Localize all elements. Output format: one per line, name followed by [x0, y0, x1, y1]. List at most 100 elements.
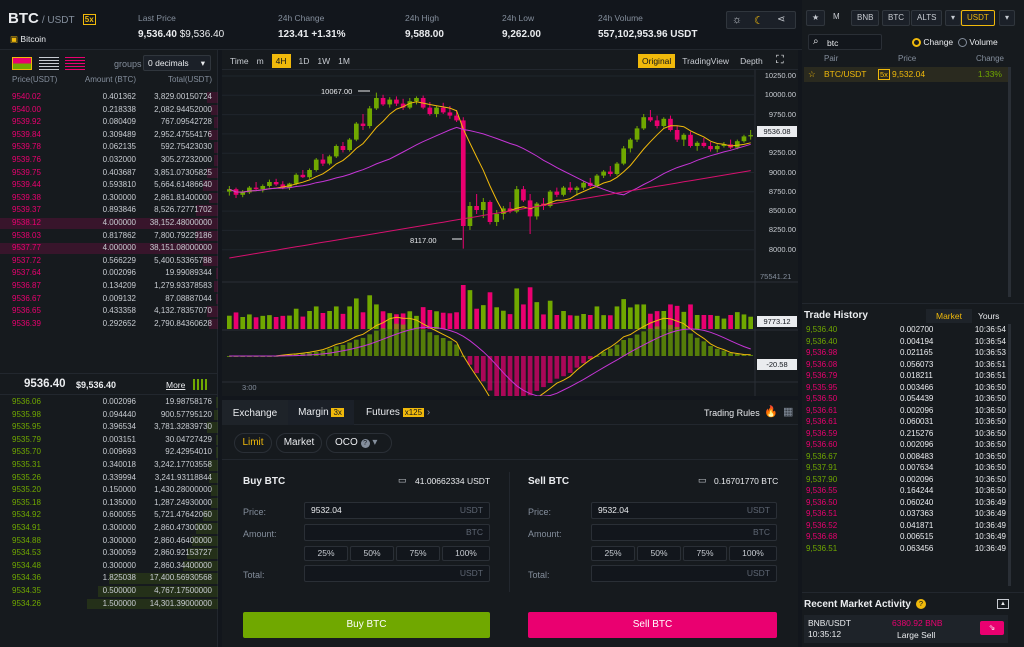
- coin-info-link[interactable]: ▣ Bitcoin: [10, 34, 46, 45]
- sell-pct-100[interactable]: 100%: [729, 546, 777, 561]
- orderbook-row[interactable]: 9539.75 0.403687 3,851.07305825: [0, 167, 218, 180]
- order-type-limit[interactable]: Limit: [234, 433, 272, 453]
- view-asks-icon[interactable]: [65, 57, 85, 70]
- alts-dropdown-icon[interactable]: ▾: [945, 10, 962, 26]
- sell-price-input[interactable]: 9532.04 USDT: [591, 502, 777, 519]
- tab-your-trades[interactable]: Yours: [978, 311, 1000, 321]
- candlestick-chart[interactable]: [222, 70, 798, 396]
- sell-amount-input[interactable]: BTC: [591, 524, 777, 541]
- fullscreen-icon[interactable]: ⛶: [776, 54, 784, 66]
- interval-1m[interactable]: 1M: [338, 56, 350, 66]
- orderbook-row[interactable]: 9535.79 0.003151 30.04727429: [0, 434, 218, 447]
- orderbook-row[interactable]: 9536.67 0.009132 87.08887044: [0, 293, 218, 306]
- orderbook-row[interactable]: 9538.03 0.817862 7,800.79229186: [0, 230, 218, 243]
- radio-change[interactable]: Change: [912, 37, 953, 48]
- share-icon[interactable]: ⋖: [777, 14, 786, 25]
- interval-1w[interactable]: 1W: [317, 56, 331, 66]
- activity-item[interactable]: BNB/USDT 10:35:12 6380.92 BNB Large Sell…: [804, 615, 1008, 643]
- orderbook-row[interactable]: 9534.35 0.500000 4,767.17500000: [0, 585, 218, 598]
- radio-volume[interactable]: Volume: [958, 37, 998, 48]
- interval-4h[interactable]: 4H: [271, 54, 291, 68]
- interval-m[interactable]: m: [256, 56, 264, 66]
- buy-pct-75[interactable]: 75%: [396, 546, 440, 561]
- view-tradingview[interactable]: TradingView: [682, 56, 730, 66]
- trade-history-scrollbar[interactable]: [1008, 324, 1011, 586]
- interval-time[interactable]: Time: [230, 56, 249, 66]
- orderbook-row[interactable]: 9535.20 0.150000 1,430.28000000: [0, 484, 218, 497]
- buy-amount-input[interactable]: BTC: [304, 524, 490, 541]
- view-depth[interactable]: Depth: [740, 56, 763, 66]
- market-tab-usdt[interactable]: USDT: [961, 10, 995, 26]
- orderbook-row[interactable]: 9537.72 0.566229 5,400.53365788: [0, 255, 218, 268]
- orderbook-row[interactable]: 9538.12 4.000000 38,152.48000000: [0, 217, 218, 230]
- orderbook-row[interactable]: 9536.65 0.433358 4,132.78357070: [0, 305, 218, 318]
- orderbook-row[interactable]: 9539.37 0.893846 8,526.72771702: [0, 204, 218, 217]
- orderbook-row[interactable]: 9537.77 4.000000 38,151.08000000: [0, 242, 218, 255]
- orderbook-row[interactable]: 9539.76 0.032000 305.27232000: [0, 154, 218, 167]
- tab-margin[interactable]: Margin 3x: [288, 400, 354, 425]
- orderbook-row[interactable]: 9539.92 0.080409 767.09542728: [0, 116, 218, 129]
- market-tab-bnb[interactable]: BNB: [851, 10, 880, 26]
- orderbook-row[interactable]: 9535.70 0.009693 92.42954010: [0, 446, 218, 459]
- trading-rules-link[interactable]: Trading Rules: [704, 408, 760, 418]
- order-type-oco[interactable]: OCO ? ▾: [326, 433, 392, 453]
- sell-total-input[interactable]: USDT: [591, 565, 777, 582]
- orderbook-row[interactable]: 9539.38 0.300000 2,861.81400000: [0, 192, 218, 205]
- orderbook-row[interactable]: 9535.98 0.094440 900.57795120: [0, 409, 218, 422]
- orderbook-row[interactable]: 9535.95 0.396534 3,781.32839730: [0, 421, 218, 434]
- view-original[interactable]: Original: [638, 54, 676, 68]
- orderbook-row[interactable]: 9539.78 0.062135 592.75423030: [0, 141, 218, 154]
- orderbook-row[interactable]: 9534.53 0.300059 2,860.92153727: [0, 547, 218, 560]
- sell-pct-50[interactable]: 50%: [637, 546, 681, 561]
- sell-button[interactable]: Sell BTC: [528, 612, 777, 638]
- orderbook-row[interactable]: 9539.84 0.309489 2,952.47554176: [0, 129, 218, 142]
- view-bids-icon[interactable]: [39, 57, 59, 70]
- orderbook-row[interactable]: 9534.91 0.300000 2,860.47300000: [0, 522, 218, 535]
- collapse-icon[interactable]: ▲: [997, 599, 1009, 609]
- tab-market-trades[interactable]: Market: [926, 309, 972, 323]
- orderbook-row[interactable]: 9540.00 0.218338 2,082.94452000: [0, 104, 218, 117]
- help-icon[interactable]: ?: [916, 599, 926, 609]
- usdt-dropdown-icon[interactable]: ▾: [999, 10, 1016, 26]
- orderbook-row[interactable]: 9534.92 0.600055 5,721.47642060: [0, 509, 218, 522]
- buy-pct-100[interactable]: 100%: [442, 546, 490, 561]
- orderbook-row[interactable]: 9534.36 1.825038 17,400.56930568: [0, 572, 218, 585]
- market-tab-btc[interactable]: BTC: [882, 10, 910, 26]
- market-tab-m[interactable]: M: [833, 12, 840, 21]
- groups-select[interactable]: 0 decimals ▾: [143, 55, 211, 71]
- more-link[interactable]: More: [166, 380, 186, 390]
- order-type-market[interactable]: Market: [276, 433, 322, 453]
- view-both-icon[interactable]: [12, 57, 32, 70]
- pair-row-btc-usdt[interactable]: ☆ BTC/USDT 5x 9,532.04 1.33%: [804, 67, 1008, 82]
- moon-icon[interactable]: ☾: [754, 15, 764, 27]
- orderbook-row[interactable]: 9536.06 0.002096 19.98758176: [0, 396, 218, 409]
- orderbook-row[interactable]: 9536.87 0.134209 1,279.93378583: [0, 280, 218, 293]
- pair-search-input[interactable]: ⌕ btc: [808, 34, 882, 50]
- star-icon[interactable]: ☆: [808, 69, 816, 79]
- interval-1d[interactable]: 1D: [298, 56, 310, 66]
- market-tab-alts[interactable]: ALTS: [911, 10, 943, 26]
- orderbook-row[interactable]: 9535.31 0.340018 3,242.17703558: [0, 459, 218, 472]
- orderbook-row[interactable]: 9534.26 1.500000 14,301.39000000: [0, 598, 218, 611]
- buy-button[interactable]: Buy BTC: [243, 612, 490, 638]
- buy-pct-25[interactable]: 25%: [304, 546, 348, 561]
- orderbook-row[interactable]: 9534.88 0.300000 2,860.46400000: [0, 535, 218, 548]
- calculator-icon[interactable]: ▦: [783, 406, 794, 418]
- orderbook-row[interactable]: 9535.26 0.339994 3,241.93118844: [0, 472, 218, 485]
- pair-list-scrollbar[interactable]: [1008, 67, 1011, 297]
- sell-pct-75[interactable]: 75%: [683, 546, 727, 561]
- orderbook-row[interactable]: 9535.18 0.135000 1,287.24930000: [0, 497, 218, 510]
- sell-pct-25[interactable]: 25%: [591, 546, 635, 561]
- buy-total-input[interactable]: USDT: [304, 565, 490, 582]
- tab-exchange[interactable]: Exchange: [222, 400, 288, 425]
- orderbook-row[interactable]: 9534.48 0.300000 2,860.34400000: [0, 560, 218, 573]
- buy-pct-50[interactable]: 50%: [350, 546, 394, 561]
- orderbook-row[interactable]: 9537.64 0.002096 19.99089344: [0, 267, 218, 280]
- sun-icon[interactable]: ☼: [732, 14, 743, 26]
- orderbook-row[interactable]: 9539.44 0.593810 5,664.61486640: [0, 179, 218, 192]
- orderbook-row[interactable]: 9536.39 0.292652 2,790.84360628: [0, 318, 218, 331]
- buy-price-input[interactable]: 9532.04 USDT: [304, 502, 490, 519]
- favorites-star-icon[interactable]: ★: [806, 10, 826, 26]
- tab-futures[interactable]: Futures x125 ›: [358, 400, 438, 425]
- orderbook-row[interactable]: 9540.02 0.401362 3,829.00150724: [0, 91, 218, 104]
